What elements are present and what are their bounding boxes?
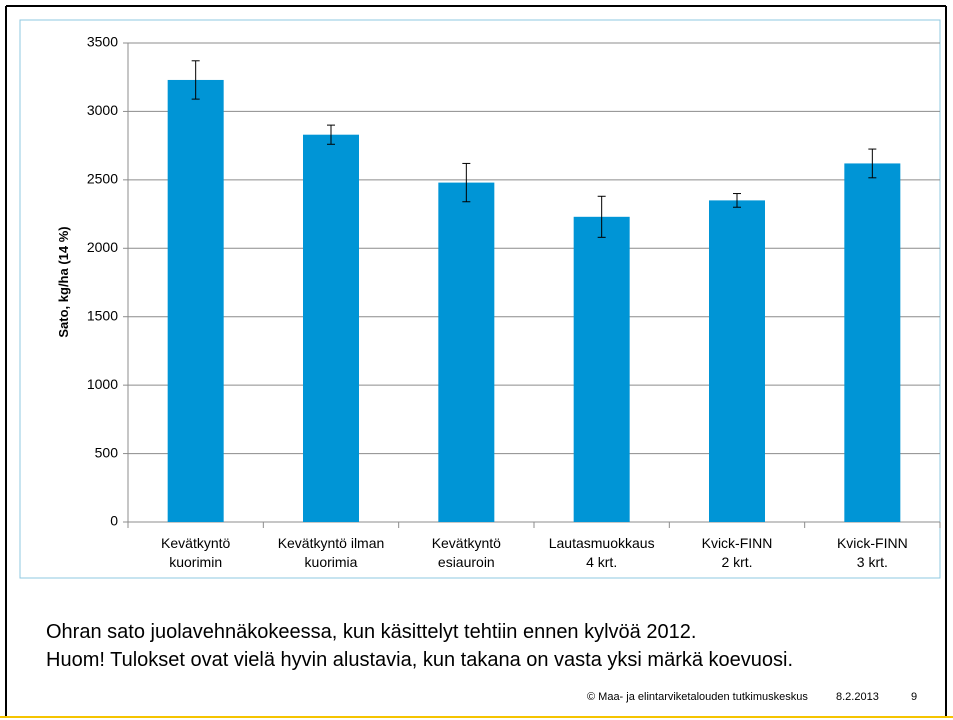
x-tick-label-line: Kvick-FINN [837,535,908,551]
error-bar [868,148,877,179]
bar [844,163,901,523]
x-tick-label: Kvick-FINN 3 krt. [837,535,908,570]
bar [303,134,359,523]
x-tick-label-line: esiauroin [438,554,495,570]
chart-frame [19,19,941,579]
footer-organization: © Maa- ja elintarviketalouden tutkimuske… [587,691,808,703]
x-tick-label-line: kuorimin [169,554,222,570]
x-tick-label-line: Lautasmuokkaus [549,535,655,551]
y-tick-label: 3000 [87,102,118,118]
error-bar [733,193,741,208]
y-tick-label: 500 [95,444,119,460]
error-bar [327,124,335,145]
y-tick-label: 1000 [87,376,118,392]
y-tick-label: 3500 [87,34,118,50]
x-tick-label-line: Kevätkyntö ilman [278,535,385,551]
y-axis-label: Sato, kg/ha (14 %) [56,226,71,337]
y-tick-label: 1500 [87,307,118,323]
x-tick-label-line: Kvick-FINN [702,535,773,551]
error-bar [597,195,606,238]
x-tick-label-line: kuorimia [305,554,358,570]
x-tick-label: Lautasmuokkaus 4 krt. [549,535,655,570]
y-tick-label: 2500 [87,171,118,187]
y-tick-label: 2000 [87,239,118,255]
caption: Ohran sato juolavehnäkokeessa, kun käsit… [46,621,696,643]
footer-date: 8.2.2013 [836,691,879,703]
x-tick-label-line: 4 krt. [586,554,617,570]
caption: Huom! Tulokset ovat vielä hyvin alustavi… [46,649,793,671]
x-tick-label: Kevätkyntö kuorimin [161,535,230,570]
x-tick-label-line: Kevätkyntö [432,535,501,551]
y-tick-label: 0 [110,513,118,529]
bar [167,79,224,523]
bar [573,216,630,522]
footer-page: 9 [911,691,917,703]
x-tick-label: Kevätkyntö esiauroin [432,535,501,570]
x-tick-label-line: 2 krt. [721,554,752,570]
x-tick-label: Kevätkyntö ilman kuorimia [278,535,385,570]
error-bar [191,60,200,100]
bar [438,182,495,522]
error-bar [462,162,471,203]
x-tick-label: Kvick-FINN 2 krt. [702,535,773,570]
x-tick-label-line: Kevätkyntö [161,535,230,551]
x-tick-label-line: 3 krt. [857,554,888,570]
bar [709,200,765,522]
